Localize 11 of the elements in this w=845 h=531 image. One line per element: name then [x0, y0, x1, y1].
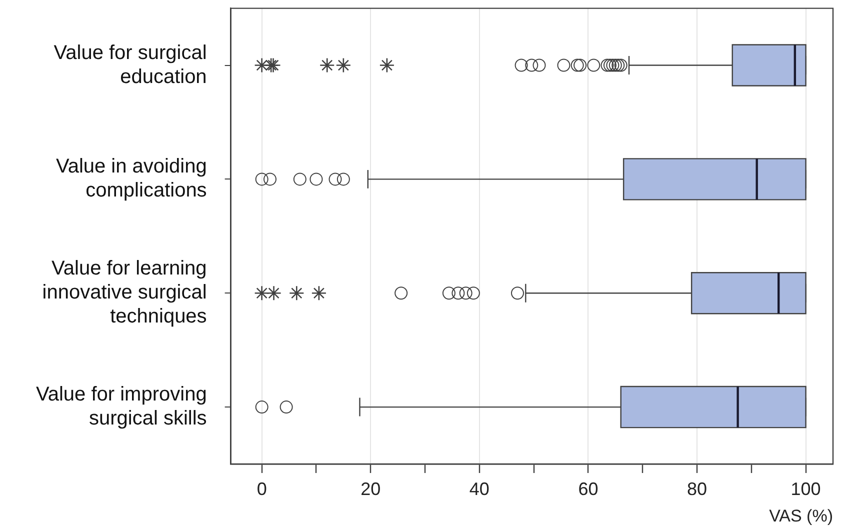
x-tick-label: 60 [578, 478, 598, 499]
x-tick-label: 80 [686, 478, 708, 499]
x-tick-label: 20 [360, 478, 381, 499]
x-tick-label: 100 [790, 478, 821, 499]
x-axis-title: VAS (%) [769, 506, 833, 526]
x-tick-label: 0 [256, 478, 267, 499]
y-tick-label: Value for learning innovative surgical techniques [42, 258, 207, 328]
x-tick-label: 40 [469, 478, 490, 499]
y-tick-label: Value for improving surgical skills [36, 384, 207, 430]
y-tick-label: Value for surgical education [54, 42, 207, 88]
y-tick-label: Value in avoiding complications [56, 156, 207, 202]
